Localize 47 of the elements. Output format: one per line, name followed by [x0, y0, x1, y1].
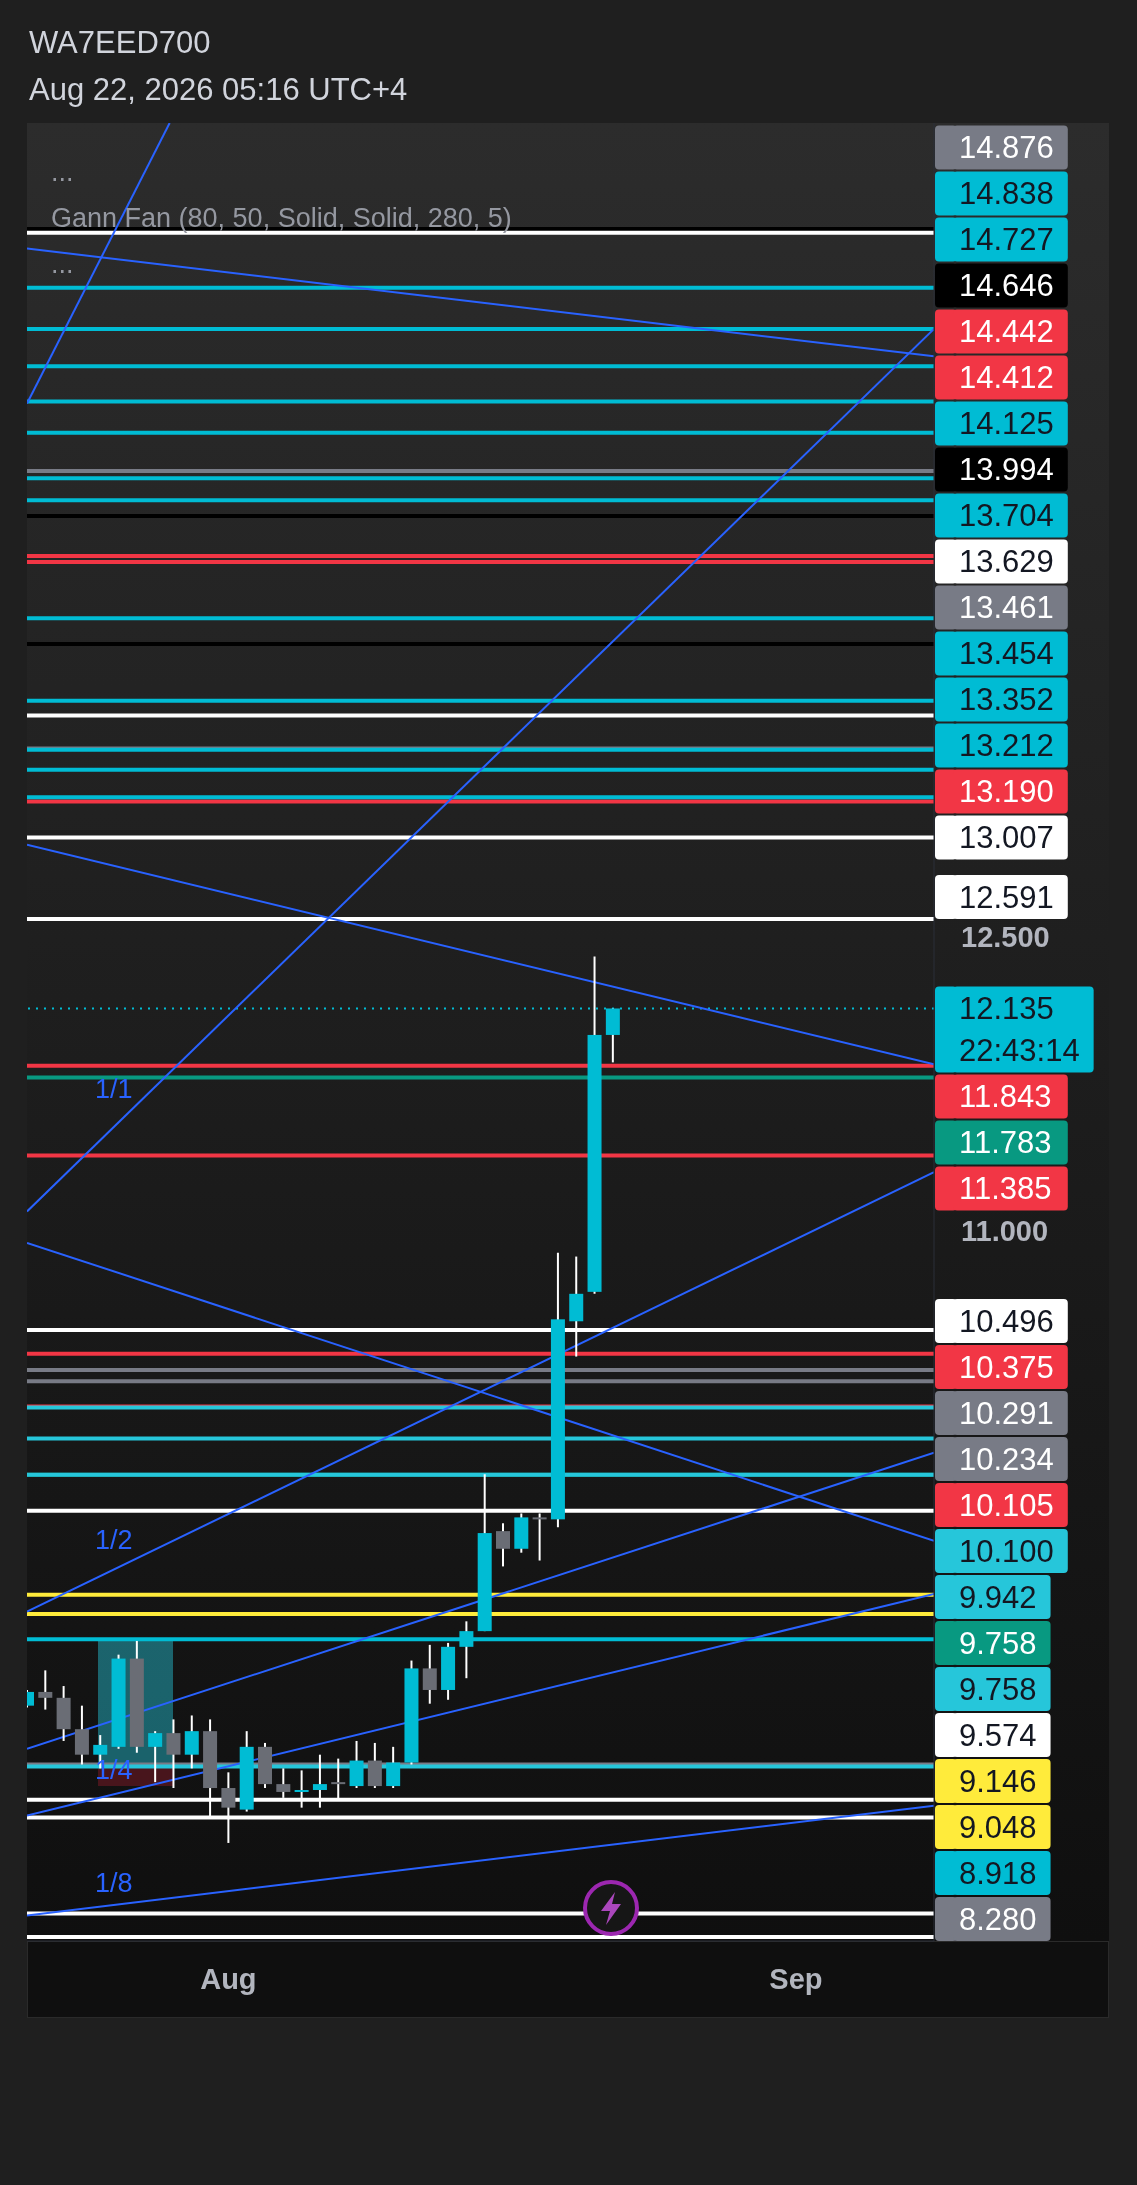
legend-label: 13.212: [959, 727, 1054, 763]
legend-label: 9.574: [959, 1717, 1037, 1753]
ref-line-label: 10.496: [959, 1303, 1054, 1339]
x-tick-label: Sep: [769, 1962, 823, 1995]
legend-label: 13.352: [959, 681, 1054, 717]
y-tick-label: 11.000: [961, 1215, 1049, 1248]
legend-label: 14.442: [959, 313, 1054, 349]
ref-line-label: 12.135 22:43:14: [959, 990, 1080, 1068]
ref-line-label: 10.375: [959, 1349, 1054, 1385]
legend-label: 14.646: [959, 267, 1054, 303]
legend-label: 14.838: [959, 175, 1054, 211]
annotation: Gann Fan (80, 50, Solid, Solid, 280, 5): [51, 203, 512, 233]
legend-label: 10.234: [959, 1441, 1054, 1477]
x-tick-label: Aug: [200, 1962, 257, 1995]
chart-subtitle: Aug 22, 2026 05:16 UTC+4: [29, 71, 408, 109]
legend-label: 9.758: [959, 1671, 1037, 1707]
legend-label: 13.461: [959, 589, 1054, 625]
legend-label: 13.454: [959, 635, 1054, 671]
legend-label: 11.783: [959, 1124, 1052, 1160]
legend-label: 11.843: [959, 1078, 1052, 1114]
legend-label: 8.280: [959, 1901, 1037, 1937]
legend-label: 10.105: [959, 1487, 1054, 1523]
legend-label: 13.704: [959, 497, 1054, 533]
legend-label: 10.291: [959, 1395, 1054, 1431]
legend-label: 14.412: [959, 359, 1054, 395]
legend-label: 9.942: [959, 1579, 1037, 1615]
series-label: 1/1: [95, 1073, 133, 1104]
chart-title: WA7EED700: [29, 24, 212, 62]
legend-label: 13.994: [959, 451, 1054, 487]
ref-line-label: 13.007: [959, 819, 1054, 855]
legend-label: 8.918: [959, 1855, 1037, 1891]
legend-label: 13.629: [959, 543, 1054, 579]
series-label: 1/8: [95, 1867, 133, 1898]
legend-label: 14.727: [959, 221, 1054, 257]
legend-label: 9.048: [959, 1809, 1037, 1845]
legend-label: 9.758: [959, 1625, 1037, 1661]
series-label: 1/2: [95, 1525, 133, 1556]
legend-label: 11.385: [959, 1170, 1052, 1206]
legend-label: 9.146: [959, 1763, 1037, 1799]
annotation: ...: [51, 157, 74, 187]
annotation: ...: [51, 249, 74, 279]
legend-label: 10.100: [959, 1533, 1054, 1569]
y-tick-label: 12.500: [961, 921, 1050, 954]
legend-label: 14.125: [959, 405, 1054, 441]
ref-line-label: 13.190: [959, 773, 1054, 809]
ref-line-label: 12.591: [959, 879, 1054, 915]
legend-label: 14.876: [959, 129, 1054, 165]
